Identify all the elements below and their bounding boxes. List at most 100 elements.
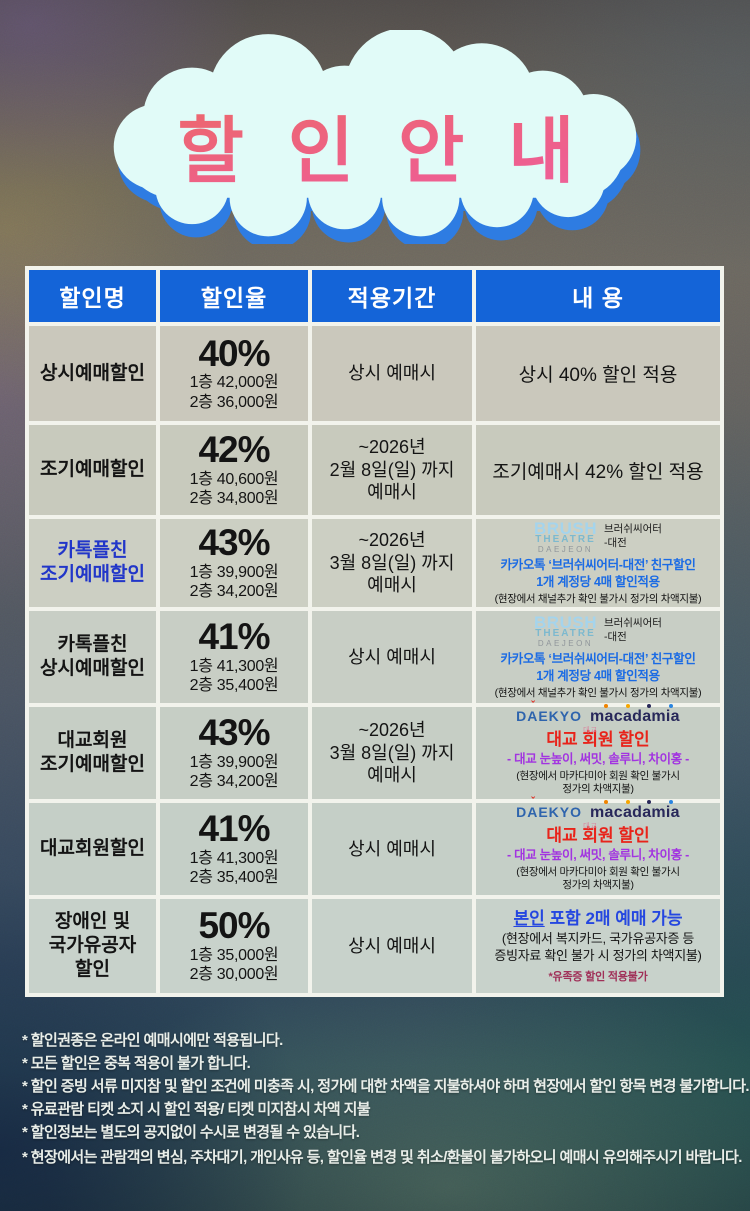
price-floor1: 1층 40,600원: [189, 470, 279, 488]
daekyo-member-title: 대교 회원 할인: [546, 729, 650, 749]
special-note: (현장에서 복지카드, 국가유공자증 등 증빙자료 확인 불가 시 정가의 차액…: [494, 930, 702, 963]
brush-theatre-logo: BRUSH THEATRE DAEJEON 브러쉬씨어터 -대전: [534, 614, 662, 648]
row-details-cell: BRUSH THEATRE DAEJEON 브러쉬씨어터 -대전 카카오톡 ‘브…: [476, 611, 720, 703]
price-floor2: 2층 35,400원: [189, 869, 279, 887]
row-details-cell: BRUSH THEATRE DAEJEON 브러쉬씨어터 -대전 카카오톡 ‘브…: [476, 519, 720, 607]
row-period-cell: ~2026년 3월 8일(일) 까지 예매시: [312, 519, 472, 607]
daekyo-note: (현장에서 마카다미아 회원 확인 불가시 정가의 차액지불): [516, 769, 680, 796]
daekyo-macadamia-logo: DAEKYO 대교 macadamia: [516, 799, 680, 830]
row-rate-cell: 40% 1층 42,000원 2층 36,000원: [160, 326, 308, 421]
cloud-shape: [113, 30, 641, 244]
price-floor1: 1층 41,300원: [189, 657, 279, 675]
discount-name: 카톡플친 상시예매할인: [40, 634, 145, 679]
cloud-banner: 할 인 안 내: [70, 30, 680, 245]
note-item: * 할인정보는 별도의 공지없이 수시로 변경될 수 있습니다.: [22, 1124, 360, 1141]
self-highlight: 본인: [513, 908, 545, 928]
row-rate-cell: 50% 1층 35,000원 2층 30,000원: [160, 899, 308, 993]
kakao-friend-line2: 1개 계정당 4매 할인적용: [536, 574, 660, 589]
row-period-cell: 상시 예매시: [312, 611, 472, 703]
note-item: * 할인 증빙 서류 미지참 및 할인 조건에 미충족 시, 정가에 대한 차액…: [22, 1078, 750, 1095]
kakao-note: (현장에서 채널추가 확인 불가시 정가의 차액지불): [494, 686, 702, 699]
macadamia-dot-icon: [604, 799, 609, 804]
price-floor2: 2층 30,000원: [189, 966, 279, 984]
daekyo-word: DAEKYO: [516, 707, 583, 724]
price-floor2: 2층 34,800원: [189, 490, 279, 508]
row-rate-cell: 41% 1층 41,300원 2층 35,400원: [160, 803, 308, 895]
discount-name: 대교회원 조기예매할인: [40, 730, 145, 775]
special-warning: *유족증 할인 적용불가: [548, 971, 648, 984]
macadamia-dot-icon: [669, 703, 674, 708]
row-period-cell: 상시 예매시: [312, 899, 472, 993]
price-floor1: 1층 35,000원: [189, 946, 279, 964]
daekyo-wordmark: DAEKYO 대교: [516, 805, 597, 830]
discount-table: 할인명 할인율 적용기간 내 용 상시예매할인 40% 1층 42,000원 2…: [25, 266, 724, 997]
discount-percent: 43%: [198, 712, 270, 754]
row-name-cell: 상시예매할인: [29, 326, 156, 421]
kakao-friend-line1: 카카오톡 ‘브러쉬씨어터-대전’ 친구할인: [500, 557, 696, 572]
header-period: 적용기간: [312, 270, 472, 322]
kakao-note: (현장에서 채널추가 확인 불가시 정가의 차액지불): [494, 592, 702, 605]
discount-name: 장애인 및 국가유공자 할인: [48, 911, 137, 980]
theatre-word: THEATRE: [535, 627, 596, 639]
brush-word: BRUSH: [534, 518, 597, 538]
header-discount-rate: 할인율: [160, 270, 308, 322]
row-details-cell: 조기예매시 42% 할인 적용: [476, 425, 720, 515]
period-text: 상시 예매시: [348, 838, 436, 859]
price-floor2: 2층 34,200원: [189, 583, 279, 601]
discount-percent: 40%: [198, 332, 270, 374]
row-name-cell: 조기예매할인: [29, 425, 156, 515]
daekyo-bird-icon: [531, 797, 535, 808]
brush-theatre-wordmark: BRUSH THEATRE DAEJEON: [534, 614, 597, 648]
row-name-cell: 장애인 및 국가유공자 할인: [29, 899, 156, 993]
period-text: 상시 예매시: [348, 935, 436, 956]
daekyo-korean-label: 대교: [583, 822, 599, 830]
row-rate-cell: 42% 1층 40,600원 2층 34,800원: [160, 425, 308, 515]
price-floor2: 2층 34,200원: [189, 773, 279, 791]
macadamia-wordmark: macadamia: [590, 799, 680, 821]
daekyo-brands-line: - 대교 눈높이, 써밋, 솔루니, 차이홍 -: [507, 751, 689, 766]
discount-percent: 43%: [198, 522, 270, 564]
daekyo-macadamia-logo: DAEKYO 대교 macadamia: [516, 703, 680, 734]
discount-name: 대교회원할인: [40, 838, 145, 860]
price-floor1: 1층 39,900원: [189, 563, 279, 581]
discount-name: 상시예매할인: [40, 362, 145, 384]
discount-name: 조기예매할인: [40, 459, 145, 481]
brush-korean-label: 브러쉬씨어터 -대전: [603, 523, 662, 549]
macadamia-dot-icon: [625, 799, 630, 804]
kakao-friend-line2: 1개 계정당 4매 할인적용: [536, 668, 660, 683]
daekyo-brands-line: - 대교 눈높이, 써밋, 솔루니, 차이홍 -: [507, 847, 689, 862]
daejeon-word: DAEJEON: [537, 638, 594, 648]
notes-section: * 할인권종은 온라인 예매시에만 적용됩니다. * 모든 할인은 중복 적용이…: [22, 1032, 750, 1172]
discount-name: 카톡플친 조기예매할인: [40, 540, 145, 585]
details-text: 상시 40% 할인 적용: [518, 365, 678, 386]
details-text: 조기예매시 42% 할인 적용: [492, 461, 704, 483]
macadamia-dot-icon: [604, 703, 609, 708]
page-title: 할 인 안 내: [70, 30, 680, 245]
brush-theatre-wordmark: BRUSH THEATRE DAEJEON: [534, 520, 597, 554]
special-main-rest: 포함 2매 예매 가능: [544, 908, 683, 928]
macadamia-wordmark: macadamia: [590, 703, 680, 725]
note-item: * 현장에서는 관람객의 변심, 주차대기, 개인사유 등, 할인율 변경 및 …: [22, 1149, 742, 1166]
discount-percent: 50%: [198, 905, 270, 947]
discount-percent: 41%: [198, 808, 270, 850]
note-item: * 유료관람 티켓 소지 시 할인 적용/ 티켓 미지참시 차액 지불: [22, 1101, 371, 1118]
brush-korean-label: 브러쉬씨어터 -대전: [603, 617, 662, 643]
row-period-cell: 상시 예매시: [312, 326, 472, 421]
price-floor1: 1층 39,900원: [189, 753, 279, 771]
period-text: 상시 예매시: [348, 363, 436, 384]
row-period-cell: ~2026년 3월 8일(일) 까지 예매시: [312, 707, 472, 799]
row-rate-cell: 43% 1층 39,900원 2층 34,200원: [160, 707, 308, 799]
header-discount-name: 할인명: [29, 270, 156, 322]
row-details-cell: DAEKYO 대교 macadamia 대교 회원 할인 - 대교 눈높이, 써…: [476, 799, 720, 895]
row-period-cell: 상시 예매시: [312, 803, 472, 895]
price-floor2: 2층 36,000원: [189, 393, 279, 411]
daekyo-bird-icon: [531, 701, 535, 712]
discount-percent: 41%: [198, 616, 270, 658]
daejeon-word: DAEJEON: [537, 544, 594, 554]
header-details: 내 용: [476, 270, 720, 322]
macadamia-dot-icon: [646, 799, 651, 804]
row-details-cell: DAEKYO 대교 macadamia 대교 회원 할인 - 대교 눈높이, 써…: [476, 703, 720, 799]
row-name-cell: 카톡플친 조기예매할인: [29, 519, 156, 607]
daekyo-korean-label: 대교: [583, 726, 599, 734]
